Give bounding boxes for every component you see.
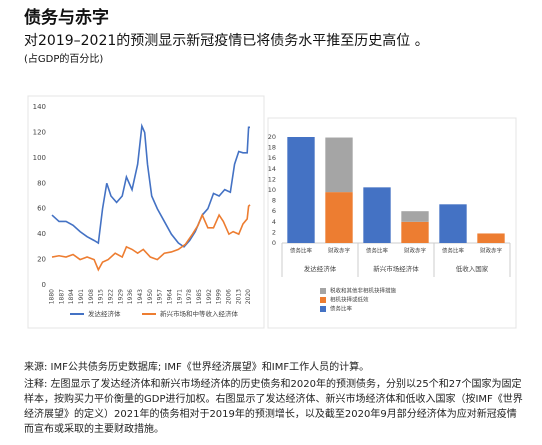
right-panel — [267, 117, 517, 329]
legend-label: 新兴市场和中等收入经济体 — [160, 309, 239, 318]
bar — [477, 233, 505, 243]
left-panel — [27, 95, 265, 329]
bar — [401, 211, 429, 222]
y-tick-label: 14 — [268, 165, 276, 173]
x-tick-label: 1985 — [196, 289, 203, 304]
bar — [401, 221, 429, 243]
x-tick-label: 1992 — [206, 289, 213, 304]
x-tick-label: 债务比率 — [290, 247, 313, 255]
x-tick-label: 1936 — [127, 289, 134, 304]
legend-label: 相机抉择或低效 — [330, 296, 369, 304]
y-tick-label: 140 — [33, 103, 46, 111]
x-tick-label: 1894 — [68, 289, 75, 304]
line — [51, 204, 251, 272]
x-tick-label: 2013 — [235, 289, 242, 304]
line — [51, 123, 250, 248]
y-tick-label: 100 — [33, 154, 46, 162]
x-tick-label: 1971 — [176, 289, 183, 304]
y-tick-label: 40 — [37, 230, 46, 238]
x-tick-label: 财政赤字 — [328, 247, 351, 255]
y-tick-label: 20 — [37, 256, 46, 264]
unit: (占GDP的百分比) — [24, 52, 103, 65]
bar — [287, 137, 315, 243]
legend-label: 税收和其他非相机抉择措施 — [330, 287, 397, 295]
x-tick-label: 1901 — [78, 289, 85, 304]
y-tick-label: 6 — [272, 207, 276, 215]
y-tick-label: 20 — [268, 133, 276, 141]
y-tick-label: 16 — [268, 154, 276, 162]
bar — [363, 187, 391, 243]
y-tick-label: 0 — [272, 239, 276, 247]
x-tick-label: 2020 — [245, 289, 252, 304]
y-tick-label: 2 — [272, 228, 276, 236]
x-tick-label: 债务比率 — [442, 247, 465, 255]
x-tick-label: 1908 — [88, 289, 95, 304]
y-tick-label: 4 — [272, 218, 276, 226]
x-tick-label: 1880 — [49, 289, 56, 304]
legend-label: 债务比率 — [330, 305, 353, 313]
group-label: 低收入国家 — [456, 264, 489, 273]
title: 债务与赤字 — [24, 7, 109, 28]
x-tick-label: 1964 — [166, 289, 173, 304]
y-tick-label: 60 — [37, 205, 46, 213]
y-tick-label: 12 — [268, 175, 276, 183]
bar — [325, 137, 353, 193]
x-tick-label: 财政赤字 — [480, 247, 503, 255]
legend-swatch — [320, 306, 326, 312]
subtitle: 对2019–2021的预测显示新冠疫情已将债务水平推至历史高位 。 — [24, 32, 429, 49]
source: 来源: IMF公共债务历史数据库; IMF《世界经济展望》和IMF工作人员的计算… — [24, 362, 370, 373]
y-tick-label: 0 — [42, 281, 46, 289]
bar — [325, 192, 353, 243]
x-tick-label: 债务比率 — [366, 247, 389, 255]
x-tick-label: 1950 — [147, 289, 154, 304]
group-label: 新兴市场经济体 — [373, 264, 419, 273]
legend-swatch — [320, 297, 326, 303]
x-tick-label: 1943 — [137, 289, 144, 304]
legend-label: 发达经济体 — [88, 309, 121, 318]
chart: 债务与赤字 对2019–2021的预测显示新冠疫情已将债务水平推至历史高位 。 … — [24, 7, 517, 329]
group-label: 发达经济体 — [304, 264, 337, 273]
x-tick-label: 2006 — [225, 289, 232, 304]
x-tick-label: 1999 — [216, 289, 223, 304]
x-tick-label: 1957 — [157, 289, 164, 304]
x-tick-label: 财政赤字 — [404, 247, 427, 255]
note: 注释: 左图显示了发达经济体和新兴市场经济体的历史债务和2020年的预测债务，分… — [24, 379, 523, 435]
y-tick-label: 80 — [37, 179, 46, 187]
y-tick-label: 120 — [33, 128, 46, 136]
legend-swatch — [320, 288, 326, 294]
y-tick-label: 10 — [268, 186, 276, 194]
y-tick-label: 8 — [272, 197, 276, 205]
y-tick-label: 18 — [268, 144, 276, 152]
x-tick-label: 1915 — [98, 289, 105, 304]
x-tick-label: 1922 — [107, 289, 114, 304]
bar — [439, 204, 467, 243]
x-tick-label: 1978 — [186, 289, 193, 304]
x-tick-label: 1929 — [117, 289, 124, 304]
x-tick-label: 1887 — [58, 289, 65, 304]
